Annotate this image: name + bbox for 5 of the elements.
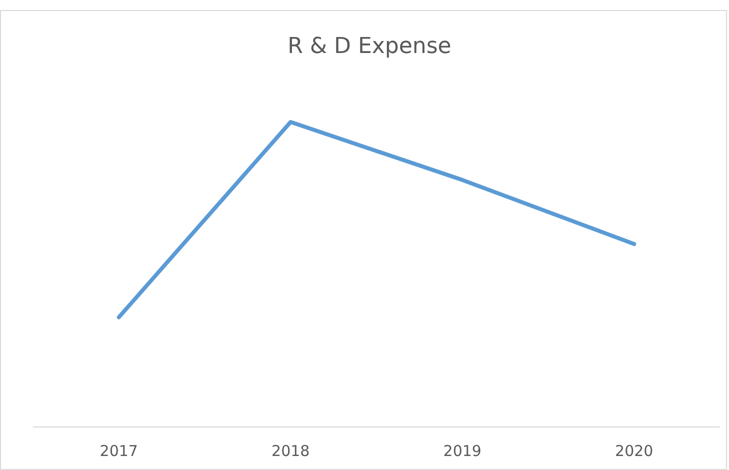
chart-title: R & D Expense	[288, 34, 452, 59]
x-tick-label: 2018	[272, 442, 310, 460]
x-tick-label: 2019	[443, 442, 482, 460]
x-tick-label: 2017	[100, 442, 138, 460]
x-tick-label: 2020	[615, 442, 654, 460]
